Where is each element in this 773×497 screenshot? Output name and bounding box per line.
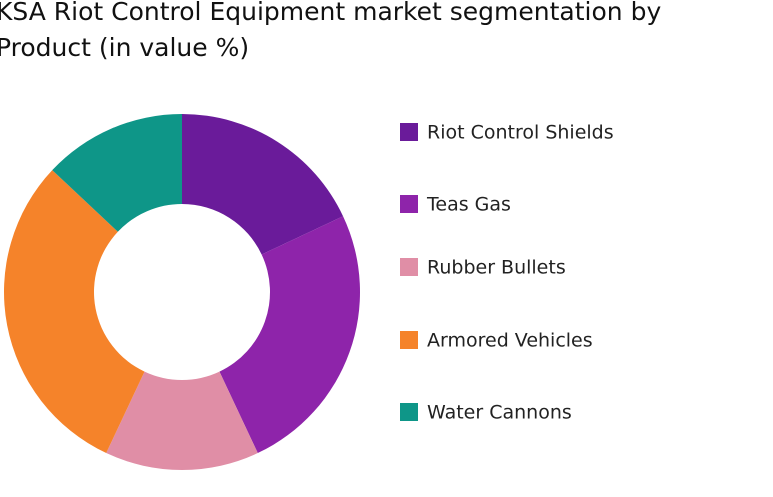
legend-swatch	[400, 195, 418, 213]
legend-swatch	[400, 331, 418, 349]
legend-label: Teas Gas	[426, 194, 511, 216]
legend-label: Water Cannons	[427, 402, 572, 424]
donut-slice	[106, 371, 258, 470]
chart-title: KSA Riot Control Equipment market segmen…	[0, 0, 662, 62]
legend-label: Rubber Bullets	[427, 257, 566, 279]
donut-slice	[182, 114, 344, 255]
legend-swatch	[400, 403, 418, 421]
donut-slice	[52, 114, 182, 232]
legend-swatch	[400, 258, 418, 276]
legend-label: Riot Control Shields	[427, 122, 614, 144]
legend-label: Armored Vehicles	[427, 330, 593, 352]
legend-swatch	[400, 123, 418, 141]
donut-slice	[219, 216, 360, 454]
donut-slice	[3, 170, 145, 454]
